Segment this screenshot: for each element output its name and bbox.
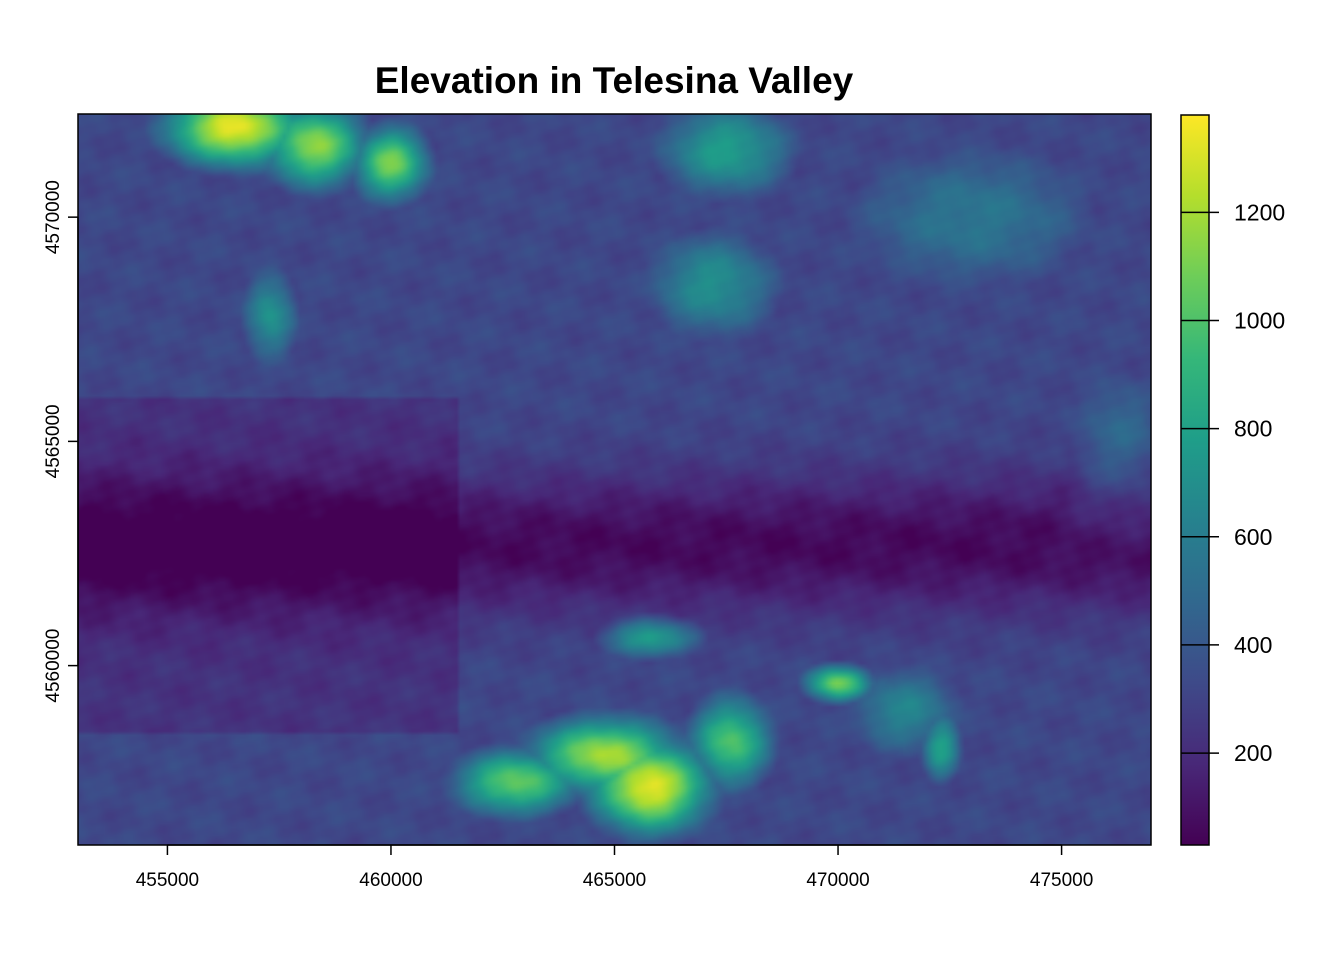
colorbar-tick-label: 1000 bbox=[1234, 307, 1285, 333]
colorbar-axis: 200 400 600 800 1000 1200 bbox=[1181, 199, 1285, 766]
y-tick-label: 4570000 bbox=[43, 180, 64, 254]
elevation-raster bbox=[78, 114, 1151, 845]
x-tick-label: 460000 bbox=[359, 870, 422, 891]
colorbar-tick-label: 200 bbox=[1234, 740, 1272, 766]
x-tick-label: 455000 bbox=[136, 870, 199, 891]
y-tick-label: 4565000 bbox=[43, 404, 64, 478]
colorbar-tick-label: 1200 bbox=[1234, 199, 1285, 225]
colorbar-tick-label: 800 bbox=[1234, 416, 1272, 442]
y-axis: 4560000 4565000 4570000 bbox=[43, 180, 79, 703]
chart-title: Elevation in Telesina Valley bbox=[374, 60, 854, 101]
x-axis: 455000 460000 465000 470000 475000 bbox=[136, 844, 1093, 891]
x-tick-label: 470000 bbox=[806, 870, 869, 891]
y-tick-label: 4560000 bbox=[43, 629, 64, 703]
colorbar-tick-label: 600 bbox=[1234, 524, 1272, 550]
colorbar-tick-label: 400 bbox=[1234, 632, 1272, 658]
x-tick-label: 465000 bbox=[583, 870, 646, 891]
x-tick-label: 475000 bbox=[1030, 870, 1093, 891]
colorbar bbox=[1180, 114, 1210, 846]
